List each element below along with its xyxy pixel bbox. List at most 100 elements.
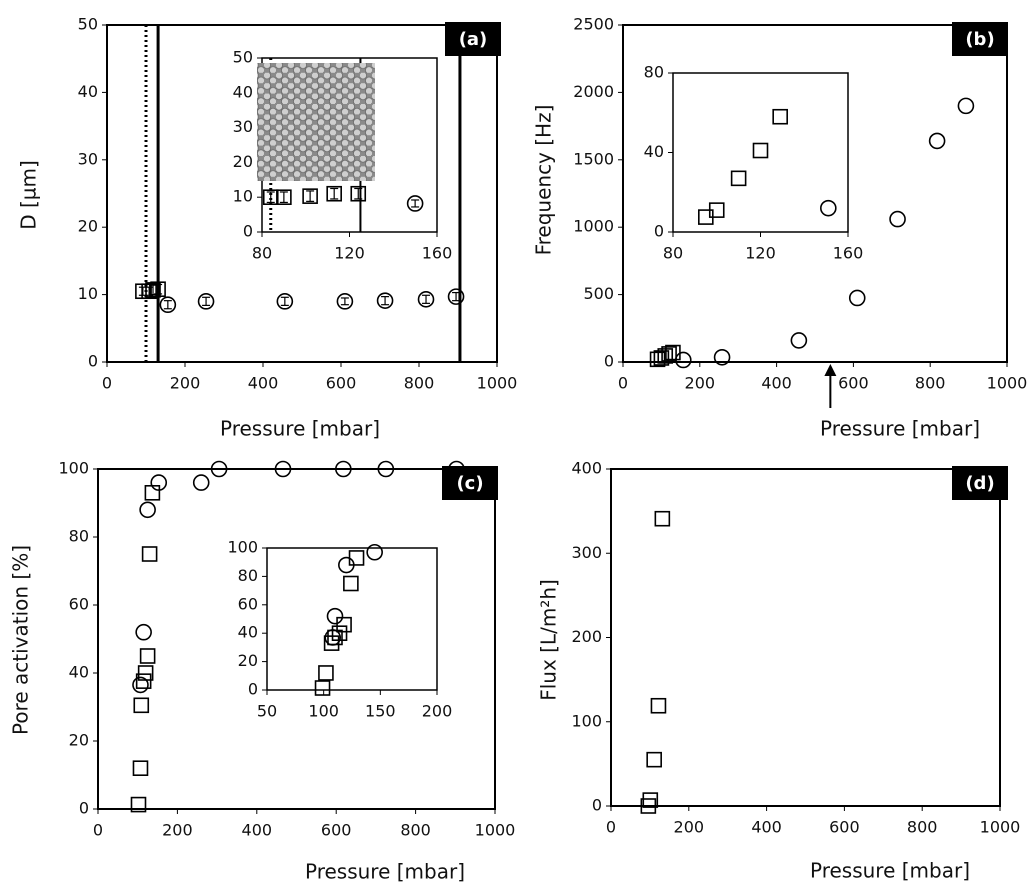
x-tick-label: 1000 bbox=[980, 818, 1021, 837]
circle-marker bbox=[377, 460, 395, 478]
circle-marker bbox=[336, 293, 354, 310]
x-tick-label: 0 bbox=[606, 818, 616, 837]
y-axis-label: Flux [L/m²h] bbox=[537, 579, 561, 701]
x-tick-label: 50 bbox=[257, 702, 277, 721]
y-tick-label: 80 bbox=[238, 566, 258, 585]
y-tick-label: 2500 bbox=[573, 15, 614, 34]
micrograph bbox=[257, 63, 375, 181]
y-axis-label: Frequency [Hz] bbox=[532, 105, 556, 256]
y-tick-label: 10 bbox=[78, 284, 98, 303]
x-axis-label: Pressure [mbar] bbox=[220, 417, 380, 441]
x-tick-label: 80 bbox=[252, 244, 272, 263]
plot-frame bbox=[610, 468, 1001, 807]
y-tick-label: 40 bbox=[644, 142, 664, 161]
circle-marker bbox=[713, 348, 731, 366]
x-tick-label: 80 bbox=[663, 244, 683, 263]
error-bar bbox=[202, 296, 211, 306]
panel-tag-box bbox=[952, 22, 1008, 56]
x-tick-label: 1000 bbox=[475, 821, 516, 840]
square-marker bbox=[132, 760, 149, 777]
error-bar bbox=[411, 199, 420, 208]
square-marker bbox=[141, 546, 158, 562]
y-tick-label: 20 bbox=[69, 731, 89, 750]
x-tick-label: 800 bbox=[400, 821, 431, 840]
square-marker bbox=[752, 142, 769, 159]
y-tick-label: 0 bbox=[604, 352, 614, 371]
x-axis-label: Pressure [mbar] bbox=[305, 860, 465, 884]
circle-marker bbox=[848, 289, 866, 307]
square-marker bbox=[302, 188, 318, 204]
error-bar bbox=[340, 297, 349, 306]
x-tick-label: 800 bbox=[907, 818, 938, 837]
x-axis-label: Pressure [mbar] bbox=[820, 417, 980, 441]
square-marker bbox=[646, 751, 662, 768]
square-marker bbox=[130, 796, 147, 813]
circle-marker bbox=[928, 132, 946, 150]
x-tick-label: 160 bbox=[833, 244, 864, 263]
panel-tag: (a) bbox=[459, 29, 488, 50]
square-marker bbox=[314, 680, 331, 696]
error-bar bbox=[381, 296, 390, 306]
circle-marker bbox=[324, 629, 342, 646]
y-tick-label: 1500 bbox=[573, 149, 614, 168]
x-tick-label: 120 bbox=[745, 244, 776, 263]
y-tick-label: 10 bbox=[233, 187, 253, 206]
y-tick-label: 30 bbox=[233, 117, 253, 136]
x-tick-label: 400 bbox=[242, 821, 273, 840]
square-marker bbox=[350, 185, 367, 202]
error-bar bbox=[354, 187, 363, 200]
x-tick-label: 200 bbox=[422, 702, 453, 721]
x-tick-label: 200 bbox=[685, 374, 716, 393]
circle-marker bbox=[210, 460, 228, 478]
square-marker bbox=[661, 346, 677, 362]
y-tick-label: 400 bbox=[571, 459, 602, 478]
x-tick-label: 200 bbox=[162, 821, 193, 840]
y-tick-label: 0 bbox=[79, 799, 89, 818]
square-marker bbox=[135, 673, 152, 689]
x-tick-label: 400 bbox=[761, 374, 792, 393]
circle-marker bbox=[139, 501, 156, 519]
circle-marker bbox=[406, 195, 424, 212]
pore-image bbox=[257, 63, 375, 181]
square-marker bbox=[772, 108, 788, 125]
error-bar bbox=[163, 300, 172, 310]
circle-marker bbox=[159, 296, 177, 314]
x-tick-label: 200 bbox=[170, 374, 201, 393]
y-tick-label: 100 bbox=[58, 459, 89, 478]
panel-tag-box bbox=[445, 22, 501, 56]
circle-marker bbox=[135, 623, 152, 641]
x-axis-label: Pressure [mbar] bbox=[810, 859, 970, 883]
y-tick-label: 80 bbox=[644, 63, 664, 82]
x-tick-label: 800 bbox=[915, 374, 946, 393]
panel-tag: (d) bbox=[965, 473, 994, 494]
y-tick-label: 1000 bbox=[573, 217, 614, 236]
circle-marker bbox=[889, 210, 906, 228]
x-tick-label: 100 bbox=[308, 702, 339, 721]
y-tick-label: 40 bbox=[78, 82, 98, 101]
x-tick-label: 200 bbox=[674, 818, 705, 837]
circle-marker bbox=[674, 351, 692, 369]
error-bar bbox=[452, 291, 461, 302]
square-marker bbox=[336, 616, 352, 633]
circle-marker bbox=[197, 293, 215, 310]
square-marker bbox=[276, 189, 292, 205]
x-tick-label: 150 bbox=[365, 702, 396, 721]
arrow bbox=[824, 364, 837, 408]
y-tick-label: 100 bbox=[571, 711, 602, 730]
circle-marker bbox=[417, 291, 435, 308]
y-axis-label: D [µm] bbox=[17, 160, 41, 230]
circle-marker bbox=[335, 460, 352, 478]
y-tick-label: 0 bbox=[654, 222, 664, 241]
error-bar bbox=[306, 190, 315, 202]
square-marker bbox=[326, 185, 342, 202]
y-tick-label: 80 bbox=[69, 527, 89, 546]
y-tick-label: 0 bbox=[88, 352, 98, 371]
square-marker bbox=[133, 697, 150, 714]
y-tick-label: 40 bbox=[69, 663, 89, 682]
panel-tag-box bbox=[952, 466, 1008, 500]
square-marker bbox=[262, 189, 279, 205]
y-tick-label: 40 bbox=[233, 82, 253, 101]
y-tick-label: 50 bbox=[78, 15, 98, 34]
y-tick-label: 0 bbox=[248, 680, 258, 699]
